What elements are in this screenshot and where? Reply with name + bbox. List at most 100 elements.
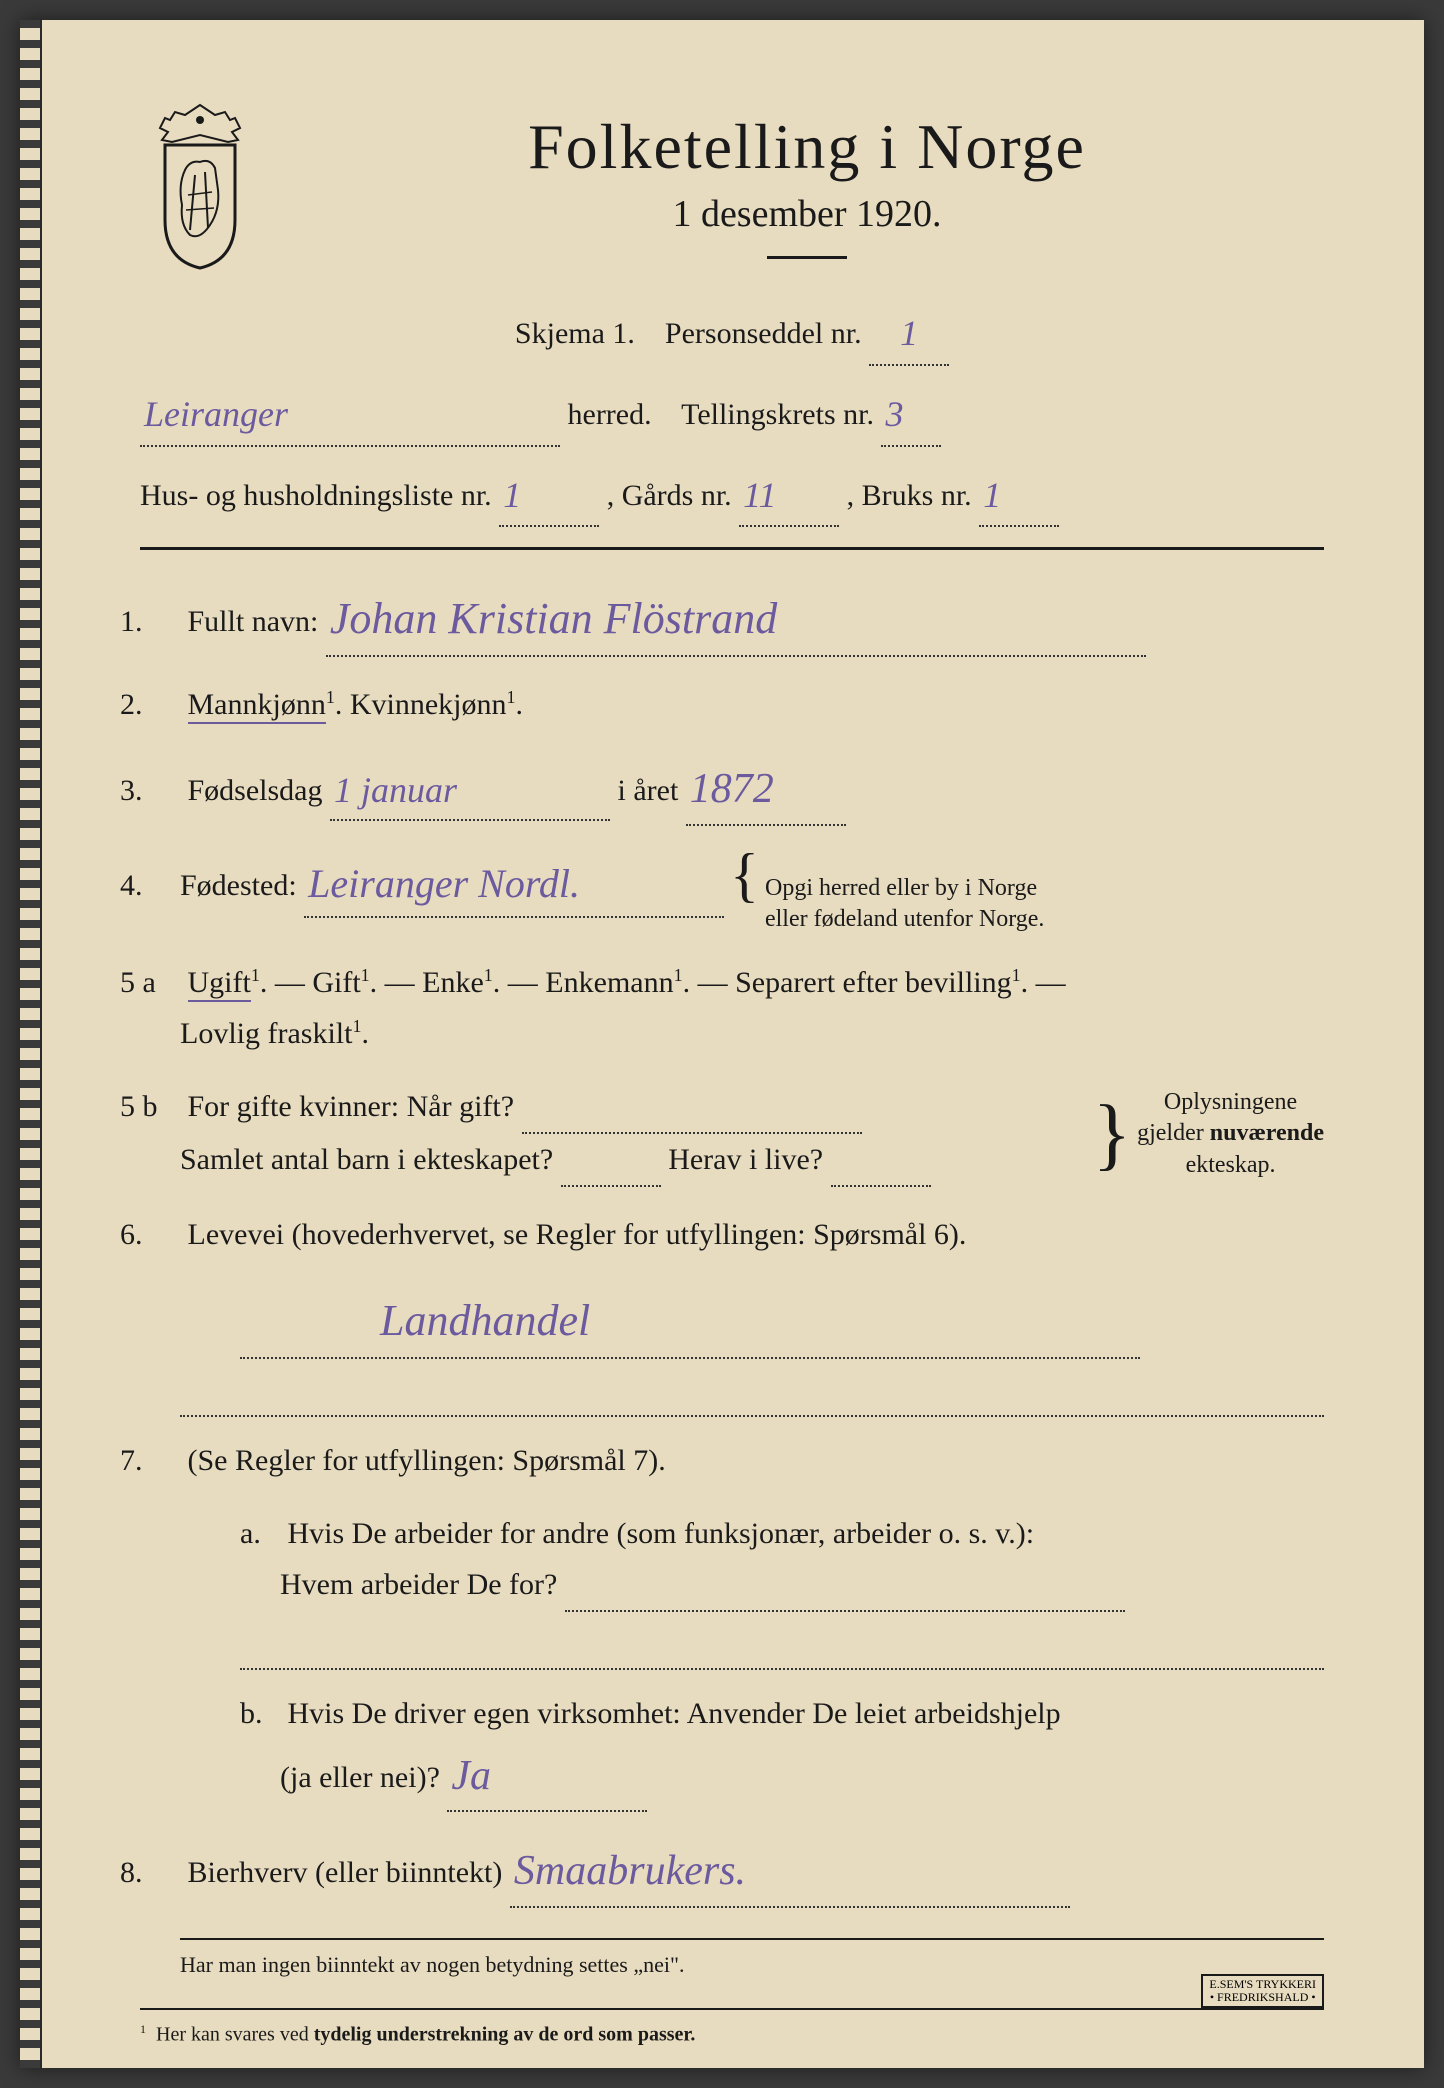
q4-note1: Opgi herred eller by i Norge <box>765 875 1037 901</box>
q4-num: 4. <box>120 860 180 911</box>
q5a-gift: Gift <box>312 966 360 999</box>
q7a-label: Hvis De arbeider for andre (som funksjon… <box>288 1517 1035 1550</box>
q4-brace: { <box>730 857 759 893</box>
header: Folketelling i Norge 1 desember 1920. <box>140 100 1324 289</box>
q7b: b. Hvis De driver egen virksomhet: Anven… <box>140 1688 1324 1812</box>
personseddel-value: 1 <box>900 313 918 353</box>
title-block: Folketelling i Norge 1 desember 1920. <box>290 100 1324 289</box>
gards-label: , Gårds nr. <box>607 479 732 512</box>
q6-value: Landhandel <box>380 1296 590 1345</box>
main-title: Folketelling i Norge <box>290 110 1324 184</box>
norwegian-coat-of-arms-icon <box>140 100 260 270</box>
footnote-biinntekt: Har man ingen biinntekt av nogen betydni… <box>140 1952 1324 1978</box>
q2-kvinne: Kvinnekjønn <box>350 688 507 721</box>
q1: 1. Fullt navn: Johan Kristian Flöstrand <box>140 580 1324 657</box>
q8-label: Bierhverv (eller biinntekt) <box>188 1856 503 1889</box>
q7-label: (Se Regler for utfyllingen: Spørsmål 7). <box>188 1444 666 1477</box>
q7-num: 7. <box>120 1435 180 1486</box>
q4-value: Leiranger Nordl. <box>308 861 580 906</box>
herred-line: Leiranger herred. Tellingskrets nr. 3 <box>140 380 1324 447</box>
q7b-value: Ja <box>451 1753 491 1799</box>
footnote-underline: 1 Her kan svares ved tydelig understrekn… <box>140 2022 1324 2047</box>
footnote-bold: tydelig understrekning av de ord som pas… <box>314 2023 696 2045</box>
q3-day: 1 januar <box>334 770 457 810</box>
q5b-note2: gjelder <box>1137 1120 1204 1146</box>
q2-sup1: 1 <box>326 687 335 707</box>
q5a-fraskilt: Lovlig fraskilt <box>180 1017 352 1050</box>
q5b-note1: Oplysningene <box>1164 1089 1297 1115</box>
q5a-enke: Enke <box>422 966 484 999</box>
q7a: a. Hvis De arbeider for andre (som funks… <box>140 1508 1324 1612</box>
q3: 3. Fødselsdag 1 januar i året 1872 <box>140 752 1324 825</box>
q1-label: Fullt navn: <box>188 605 319 638</box>
printer-mark: E.SEM'S TRYKKERI • FREDRIKSHALD • <box>1201 1974 1324 2008</box>
husliste-line: Hus- og husholdningsliste nr. 1 , Gårds … <box>140 461 1324 528</box>
date-subtitle: 1 desember 1920. <box>290 192 1324 236</box>
q6-label: Levevei (hovederhvervet, se Regler for u… <box>188 1218 967 1251</box>
q3-num: 3. <box>120 765 180 816</box>
q7b-label2: (ja eller nei)? <box>280 1761 440 1794</box>
herred-value: Leiranger <box>144 394 288 434</box>
bruks-value: 1 <box>983 475 1001 515</box>
q8: 8. Bierhverv (eller biinntekt) Smaabruke… <box>140 1834 1324 1907</box>
q4-note2: eller fødeland utenfor Norge. <box>765 906 1044 932</box>
gards-value: 11 <box>743 475 776 515</box>
bruks-label: , Bruks nr. <box>847 479 972 512</box>
q4-label: Fødested: <box>180 860 297 911</box>
q7a-blank-line <box>240 1634 1324 1670</box>
schema-label: Skjema 1. <box>515 317 635 350</box>
q5b-note3: ekteskap. <box>1186 1152 1276 1178</box>
herred-label: herred. <box>568 398 652 431</box>
q2-sup2: 1 <box>506 687 515 707</box>
q5a-num: 5 a <box>120 957 180 1008</box>
q5b-brace: } <box>1093 1110 1131 1158</box>
q7: 7. (Se Regler for utfyllingen: Spørsmål … <box>140 1435 1324 1486</box>
q3-year-label: i året <box>618 774 679 807</box>
q5a: 5 a Ugift1. — Gift1. — Enke1. — Enkemann… <box>140 957 1324 1059</box>
q5a-ugift: Ugift <box>188 966 251 1002</box>
tellingskrets-value: 3 <box>885 394 903 434</box>
footnote-rule-1 <box>180 1938 1324 1940</box>
q5b-label2: Samlet antal barn i ekteskapet? <box>180 1143 553 1176</box>
q5b-note: Oplysningene gjelder nuværende ekteskap. <box>1137 1087 1324 1181</box>
schema-line: Skjema 1. Personseddel nr. 1 <box>140 299 1324 366</box>
footnote-text: Her kan svares ved <box>156 2023 309 2045</box>
printer-line2: • FREDRIKSHALD • <box>1209 1991 1316 2004</box>
q5b-note2b: nuværende <box>1210 1120 1324 1146</box>
q5a-enkemann: Enkemann <box>545 966 673 999</box>
q6-blank-line <box>180 1381 1324 1417</box>
q5b-label3: Herav i live? <box>668 1143 823 1176</box>
q6-num: 6. <box>120 1209 180 1260</box>
q1-num: 1. <box>120 596 180 647</box>
footnote-rule-2 <box>140 2008 1324 2010</box>
q5a-separert: Separert efter bevilling <box>735 966 1012 999</box>
q5b-num: 5 b <box>120 1081 180 1132</box>
q7a-num: a. <box>240 1508 280 1559</box>
q3-year: 1872 <box>690 766 774 812</box>
q2: 2. Mannkjønn1. Kvinnekjønn1. <box>140 679 1324 730</box>
q2-num: 2. <box>120 679 180 730</box>
personseddel-label: Personseddel nr. <box>665 317 862 350</box>
q7b-label: Hvis De driver egen virksomhet: Anvender… <box>288 1697 1061 1730</box>
q6-answer-line: Landhandel <box>140 1282 1324 1359</box>
q8-num: 8. <box>120 1847 180 1898</box>
q5b-label1: For gifte kvinner: Når gift? <box>188 1090 515 1123</box>
husliste-value: 1 <box>503 475 521 515</box>
husliste-label: Hus- og husholdningsliste nr. <box>140 479 492 512</box>
title-divider <box>767 256 847 259</box>
footnote-num: 1 <box>140 2022 146 2036</box>
q8-value: Smaabrukers. <box>514 1848 746 1894</box>
q5b: 5 b For gifte kvinner: Når gift? Samlet … <box>140 1081 1324 1187</box>
q7b-num: b. <box>240 1688 280 1739</box>
q4-note: Opgi herred eller by i Norge eller fødel… <box>765 873 1044 935</box>
q4: 4. Fødested: Leiranger Nordl. { Opgi her… <box>140 848 1324 935</box>
tellingskrets-label: Tellingskrets nr. <box>681 398 874 431</box>
printer-line1: E.SEM'S TRYKKERI <box>1209 1978 1316 1991</box>
header-rule <box>140 547 1324 550</box>
census-form-page: Folketelling i Norge 1 desember 1920. Sk… <box>20 20 1424 2068</box>
q1-value: Johan Kristian Flöstrand <box>330 594 777 643</box>
q7a-label2: Hvem arbeider De for? <box>280 1568 557 1601</box>
q3-label: Fødselsdag <box>188 774 323 807</box>
q2-mann: Mannkjønn <box>188 688 326 724</box>
q6: 6. Levevei (hovederhvervet, se Regler fo… <box>140 1209 1324 1260</box>
